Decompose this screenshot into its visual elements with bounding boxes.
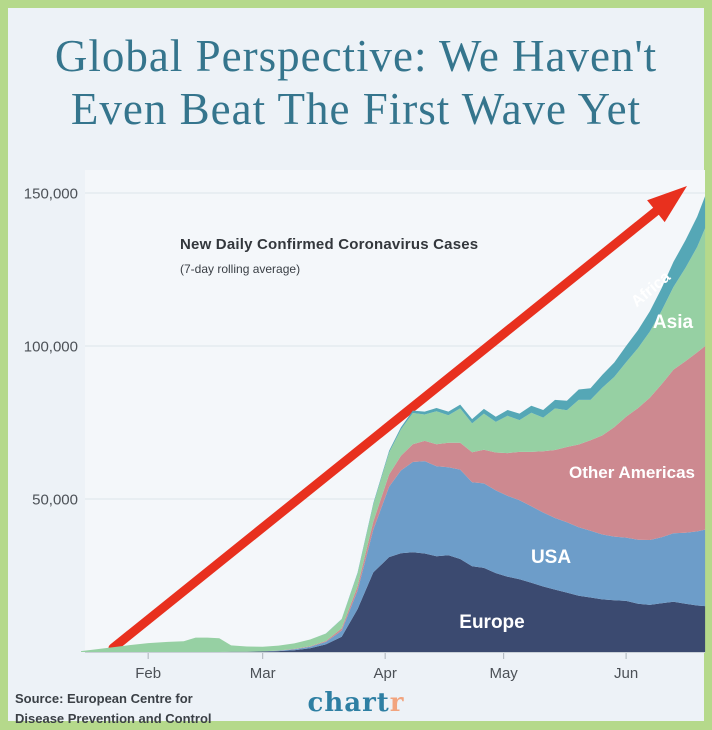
series-label-asia: Asia: [653, 312, 694, 333]
x-tick-label: Jun: [614, 665, 638, 682]
trend-arrow-shaft: [108, 203, 665, 653]
chartr-logo-chart: chart: [307, 688, 390, 718]
area-asia: [81, 228, 706, 652]
x-tick-label: May: [489, 665, 518, 682]
trend-arrow: [108, 186, 687, 653]
source-note: Source: European Centre for Disease Prev…: [15, 689, 212, 729]
area-other-americas: [81, 346, 706, 652]
area-europe: [81, 552, 706, 652]
y-tick-label: 150,000: [24, 186, 78, 203]
x-tick-label: Apr: [373, 665, 396, 682]
chartr-logo: chartr: [276, 688, 436, 718]
trend-arrow-head: [647, 186, 687, 223]
y-tick-label: 50,000: [32, 492, 78, 509]
page-title: Global Perspective: We Haven't Even Beat…: [0, 30, 712, 136]
title-line-1: Global Perspective: We Haven't: [54, 31, 658, 81]
chartr-logo-r: r: [389, 688, 405, 718]
source-line-2: Disease Prevention and Control: [15, 711, 212, 726]
y-tick-label: 100,000: [24, 339, 78, 356]
x-tick-label: Mar: [250, 665, 276, 682]
title-line-2: Even Beat The First Wave Yet: [70, 84, 642, 134]
chart-annotation-subtitle: (7-day rolling average): [180, 262, 301, 276]
area-usa: [81, 461, 706, 652]
chart-annotation: New Daily Confirmed Coronavirus Cases (7…: [180, 236, 478, 276]
series-label-usa: USA: [531, 547, 571, 568]
source-line-1: Source: European Centre for: [15, 691, 193, 706]
series-label-other-americas: Other Americas: [569, 463, 695, 482]
x-tick-label: Feb: [135, 665, 161, 682]
chart-annotation-title: New Daily Confirmed Coronavirus Cases: [180, 236, 479, 253]
series-label-europe: Europe: [459, 612, 524, 633]
